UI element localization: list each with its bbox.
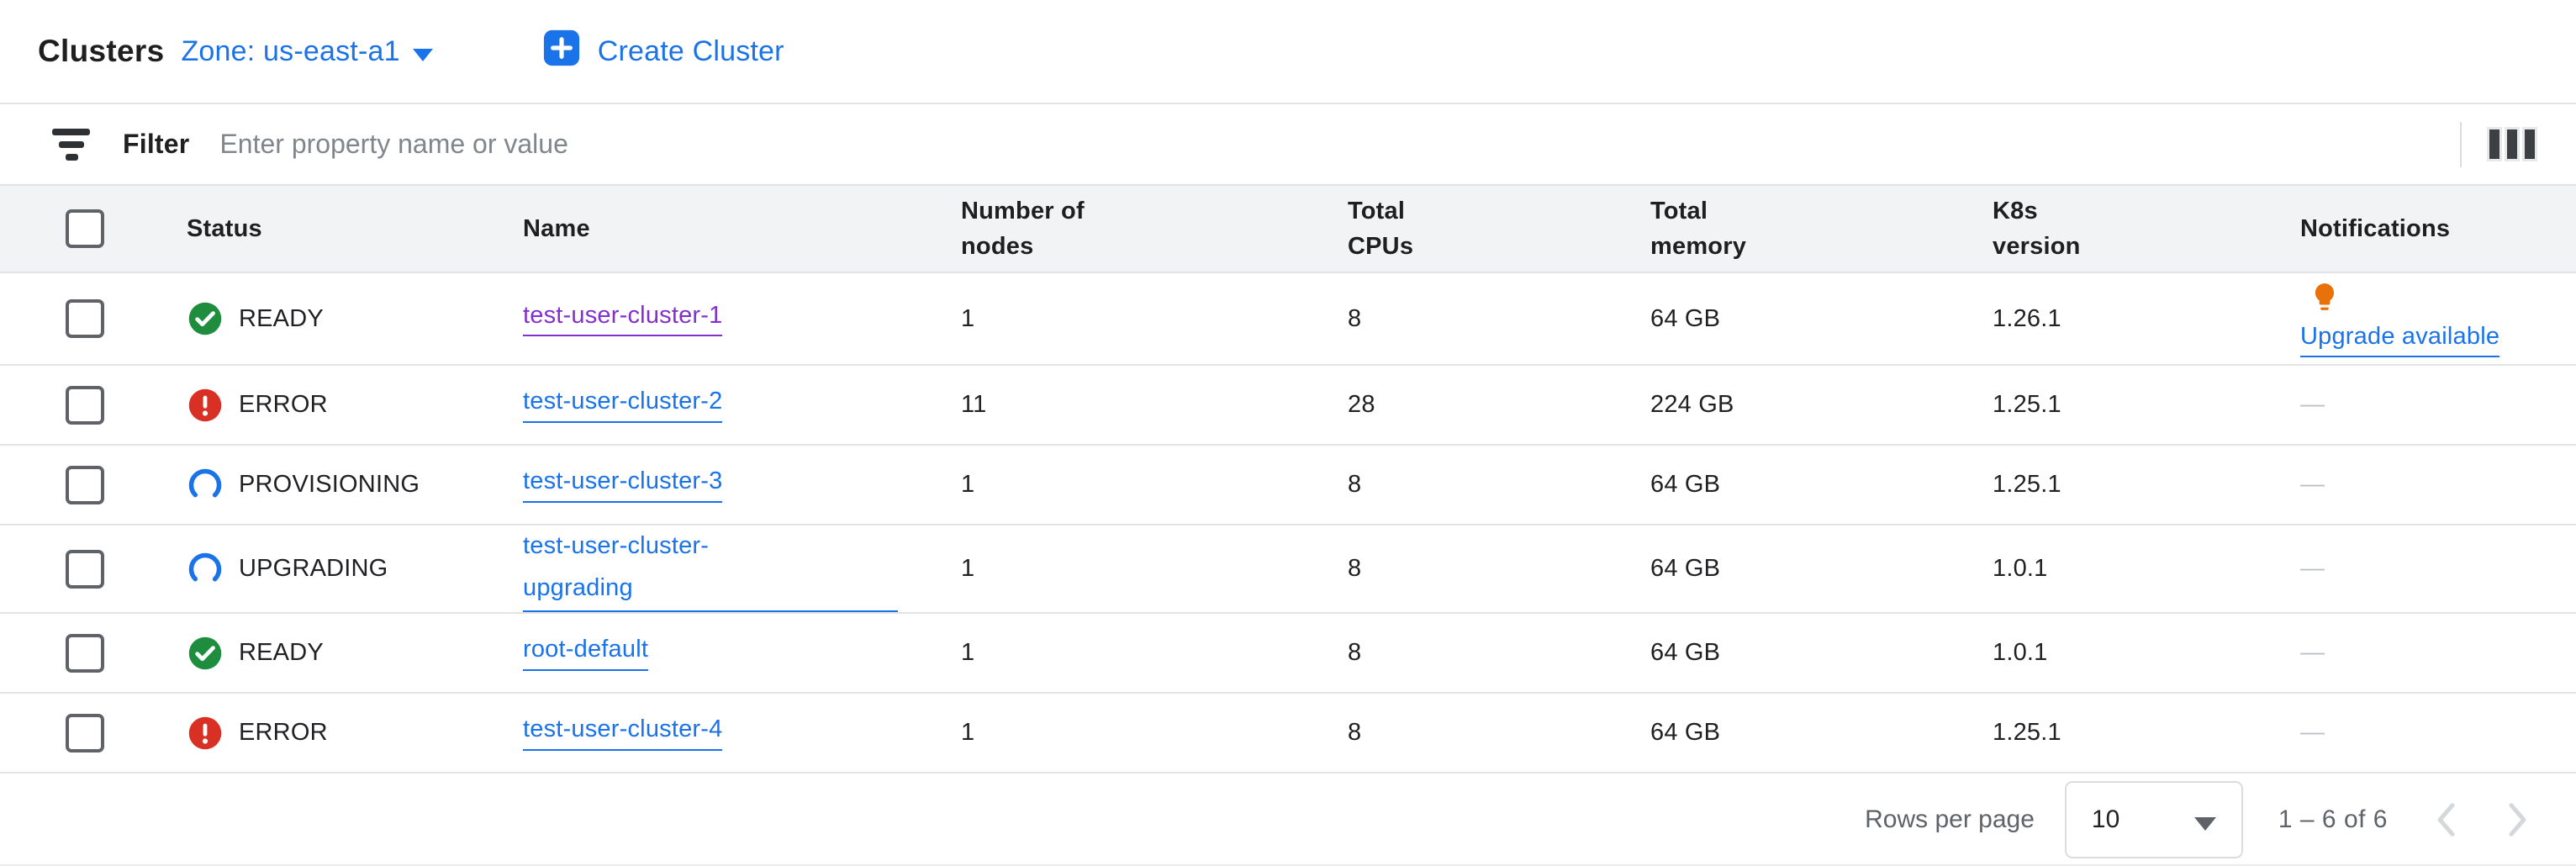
memory-value: 64 GB <box>1650 525 1993 614</box>
row-checkbox[interactable] <box>66 299 104 338</box>
nodes-value: 1 <box>961 613 1348 694</box>
nodes-value: 1 <box>961 693 1348 774</box>
vertical-divider <box>2460 121 2462 167</box>
no-notification-dash: — <box>2300 391 2325 418</box>
k8s-version-value: 1.0.1 <box>1993 525 2300 614</box>
cpus-value: 8 <box>1348 272 1650 366</box>
k8s-version-value: 1.26.1 <box>1993 272 2300 366</box>
k8s-version-value: 1.0.1 <box>1993 613 2300 694</box>
filter-funnel-icon[interactable] <box>52 128 91 161</box>
no-notification-dash: — <box>2300 555 2325 582</box>
table-row: PROVISIONING test-user-cluster-3 1 8 64 … <box>0 445 2576 525</box>
no-notification-dash: — <box>2300 719 2325 746</box>
zone-selector-label: Zone: us-east-a1 <box>181 34 400 67</box>
status-label: READY <box>239 639 324 666</box>
row-checkbox[interactable] <box>66 385 104 425</box>
table-row: ERROR test-user-cluster-4 1 8 64 GB 1.25… <box>0 693 2576 774</box>
memory-value: 64 GB <box>1650 613 1993 694</box>
chevron-left-icon <box>2437 802 2455 837</box>
memory-value: 64 GB <box>1650 693 1993 774</box>
cpus-value: 8 <box>1348 445 1650 525</box>
filter-label: Filter <box>123 129 190 159</box>
next-page-button[interactable] <box>2504 800 2532 839</box>
row-checkbox[interactable] <box>66 549 104 589</box>
progress-spinner-icon <box>187 467 224 504</box>
column-header-nodes: Number of nodes <box>961 186 1348 273</box>
memory-value: 64 GB <box>1650 445 1993 525</box>
status-label: ERROR <box>239 719 328 746</box>
column-header-cpus: Total CPUs <box>1348 186 1650 273</box>
nodes-value: 1 <box>961 525 1348 614</box>
no-notification-dash: — <box>2300 639 2325 666</box>
k8s-version-value: 1.25.1 <box>1993 693 2300 774</box>
dropdown-arrow-icon <box>2193 816 2216 831</box>
memory-value: 224 GB <box>1650 365 1993 446</box>
column-display-options-icon[interactable] <box>2487 127 2537 161</box>
pagination-range: 1 – 6 of 6 <box>2278 805 2388 833</box>
page-header: Clusters Zone: us-east-a1 Create Cluster <box>0 0 2576 104</box>
rows-per-page-value: 10 <box>2091 805 2120 833</box>
previous-page-button[interactable] <box>2431 800 2460 839</box>
check-circle-icon <box>187 635 224 672</box>
cpus-value: 28 <box>1348 365 1650 446</box>
nodes-value: 1 <box>961 272 1348 366</box>
status-label: PROVISIONING <box>239 471 420 498</box>
column-header-name: Name <box>523 186 961 273</box>
lightbulb-icon <box>2309 280 2341 320</box>
column-header-status: Status <box>187 186 523 273</box>
chevron-down-icon <box>412 48 433 61</box>
row-checkbox[interactable] <box>66 713 104 752</box>
k8s-version-value: 1.25.1 <box>1993 445 2300 525</box>
error-circle-icon <box>187 715 224 752</box>
nodes-value: 11 <box>961 365 1348 446</box>
cpus-value: 8 <box>1348 693 1650 774</box>
nodes-value: 1 <box>961 445 1348 525</box>
create-cluster-button[interactable]: Create Cluster <box>542 29 784 75</box>
upgrade-available-link[interactable]: Upgrade available <box>2300 322 2500 358</box>
status-label: READY <box>239 304 324 332</box>
no-notification-dash: — <box>2300 471 2325 498</box>
status-label: UPGRADING <box>239 555 388 582</box>
error-circle-icon <box>187 387 224 424</box>
table-row: READY root-default 1 8 64 GB 1.0.1 — <box>0 613 2576 694</box>
check-circle-icon <box>187 300 224 337</box>
cluster-name-link[interactable]: test-user-cluster-3 <box>523 467 723 503</box>
cluster-name-link[interactable]: root-default <box>523 635 649 671</box>
column-header-notifications: Notifications <box>2300 186 2576 273</box>
chevron-right-icon <box>2509 802 2526 837</box>
cluster-name-link[interactable]: test-user-cluster-upgrading <box>523 525 898 612</box>
cpus-value: 8 <box>1348 525 1650 614</box>
cluster-name-link[interactable]: test-user-cluster-1 <box>523 301 723 337</box>
rows-per-page-label: Rows per page <box>1865 805 2035 833</box>
column-header-memory: Total memory <box>1650 186 1993 273</box>
pagination-bar: Rows per page 10 1 – 6 of 6 <box>0 774 2576 865</box>
table-row: ERROR test-user-cluster-2 11 28 224 GB 1… <box>0 365 2576 446</box>
create-cluster-label: Create Cluster <box>597 34 784 67</box>
progress-spinner-icon <box>187 551 224 588</box>
filter-bar: Filter <box>0 104 2576 186</box>
cluster-name-link[interactable]: test-user-cluster-4 <box>523 715 723 751</box>
memory-value: 64 GB <box>1650 272 1993 366</box>
plus-icon <box>542 29 581 75</box>
rows-per-page-select[interactable]: 10 <box>2064 780 2243 858</box>
page-title: Clusters <box>38 34 165 68</box>
table-header-row: Status Name Number of nodes Total CPUs T… <box>0 186 2576 273</box>
bottom-divider <box>0 864 2576 866</box>
cpus-value: 8 <box>1348 613 1650 694</box>
row-checkbox[interactable] <box>66 465 104 504</box>
filter-input[interactable] <box>219 129 2460 160</box>
row-checkbox[interactable] <box>66 633 104 673</box>
status-label: ERROR <box>239 391 328 418</box>
clusters-table: Status Name Number of nodes Total CPUs T… <box>0 186 2576 774</box>
table-row: UPGRADING test-user-cluster-upgrading 1 … <box>0 525 2576 614</box>
column-header-k8s: K8s version <box>1993 186 2300 273</box>
table-row: READY test-user-cluster-1 1 8 64 GB 1.26… <box>0 272 2576 366</box>
cluster-name-link[interactable]: test-user-cluster-2 <box>523 387 723 423</box>
select-all-checkbox[interactable] <box>66 209 104 248</box>
zone-selector[interactable]: Zone: us-east-a1 <box>181 34 433 68</box>
k8s-version-value: 1.25.1 <box>1993 365 2300 446</box>
